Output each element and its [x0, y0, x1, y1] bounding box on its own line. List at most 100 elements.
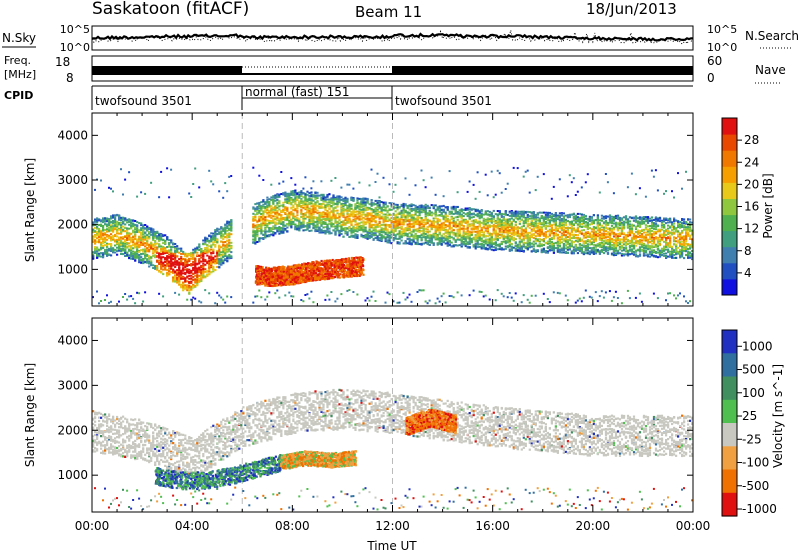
- power-cell: [256, 230, 259, 233]
- power-cell: [282, 231, 285, 234]
- power-cell: [406, 238, 409, 240]
- power-cell: [440, 208, 443, 211]
- power-cell: [212, 238, 215, 241]
- power-cell: [192, 267, 195, 270]
- power-cell: [158, 238, 161, 241]
- power-cell: [394, 214, 397, 217]
- power-cell: [476, 228, 479, 231]
- power-cell: [204, 247, 207, 249]
- power-cell: [318, 212, 321, 215]
- power-cell: [156, 231, 159, 234]
- power-cell: [206, 254, 209, 257]
- power-cell: [360, 214, 363, 217]
- power-cell: [420, 208, 423, 210]
- power-cell: [384, 236, 387, 239]
- power-cell: [92, 235, 95, 238]
- power-cell: [416, 216, 419, 218]
- power-cell: [300, 216, 303, 218]
- power-cell: [382, 205, 385, 208]
- power-cell: [438, 242, 441, 245]
- power-cell: [258, 289, 261, 292]
- power-cell: [438, 237, 441, 240]
- power-cell: [308, 297, 311, 300]
- power-cell: [210, 235, 213, 238]
- power-cell: [180, 255, 183, 258]
- power-cell: [314, 208, 317, 211]
- power-cell: [320, 230, 323, 233]
- power-cell: [210, 255, 213, 258]
- power-cell: [146, 237, 149, 240]
- power-cell: [106, 242, 109, 245]
- power-cell: [182, 272, 185, 275]
- power-cell: [102, 256, 105, 259]
- power-cell: [122, 216, 125, 219]
- power-cell: [208, 250, 211, 253]
- power-cell: [260, 206, 263, 208]
- power-cell: [208, 257, 211, 260]
- power-cell: [356, 230, 359, 233]
- power-cell: [424, 203, 427, 206]
- power-cell: [202, 239, 205, 242]
- power-cell: [262, 217, 265, 220]
- power-cell: [334, 209, 337, 212]
- power-cell: [116, 240, 119, 243]
- power-cell: [92, 257, 95, 260]
- power-cell: [310, 205, 313, 208]
- power-cell: [398, 219, 401, 222]
- power-cell: [170, 256, 173, 259]
- power-cell: [440, 240, 443, 243]
- power-cell: [142, 232, 145, 235]
- power-cell: [344, 216, 347, 219]
- power-cell: [214, 236, 217, 239]
- power-cell: [386, 214, 389, 217]
- power-cell: [168, 273, 171, 276]
- power-cell: [112, 222, 115, 225]
- power-cell: [430, 237, 433, 240]
- power-cell: [462, 230, 465, 233]
- power-cell: [448, 243, 451, 246]
- power-cell: [322, 229, 325, 232]
- power-cell: [270, 233, 273, 236]
- power-cell: [268, 228, 271, 231]
- power-cell: [446, 236, 449, 239]
- power-cell: [190, 270, 193, 273]
- power-cell: [478, 217, 481, 220]
- power-cell: [100, 235, 103, 238]
- power-cell: [442, 236, 445, 239]
- power-cell: [374, 300, 377, 302]
- power-cell: [94, 250, 97, 252]
- power-cell: [356, 199, 359, 202]
- power-cell: [220, 240, 223, 243]
- power-cell: [384, 240, 387, 243]
- power-cell: [458, 230, 461, 233]
- power-cell: [136, 246, 139, 249]
- power-cell: [128, 238, 131, 241]
- power-cell: [404, 227, 407, 229]
- power-cell: [340, 202, 343, 205]
- power-cell: [374, 237, 377, 239]
- power-cell: [338, 199, 341, 202]
- power-cell: [368, 221, 371, 224]
- power-cell: [190, 252, 193, 255]
- power-cell: [230, 241, 233, 244]
- power-cell: [350, 235, 353, 238]
- power-cell: [460, 245, 463, 248]
- power-cell: [98, 238, 101, 241]
- power-cell: [104, 228, 107, 231]
- power-cell: [422, 206, 425, 209]
- power-cell: [436, 214, 439, 217]
- power-cell: [142, 240, 145, 243]
- power-cell: [136, 248, 139, 251]
- power-cell: [402, 210, 405, 213]
- power-cell: [194, 297, 197, 300]
- power-cell: [288, 222, 291, 225]
- power-cell: [420, 227, 423, 229]
- power-cell: [396, 238, 399, 240]
- power-cell: [388, 202, 391, 204]
- power-cell: [332, 203, 335, 206]
- power-cell: [156, 242, 159, 245]
- power-cell: [264, 216, 267, 219]
- power-cell: [474, 233, 477, 236]
- power-cell: [212, 258, 215, 260]
